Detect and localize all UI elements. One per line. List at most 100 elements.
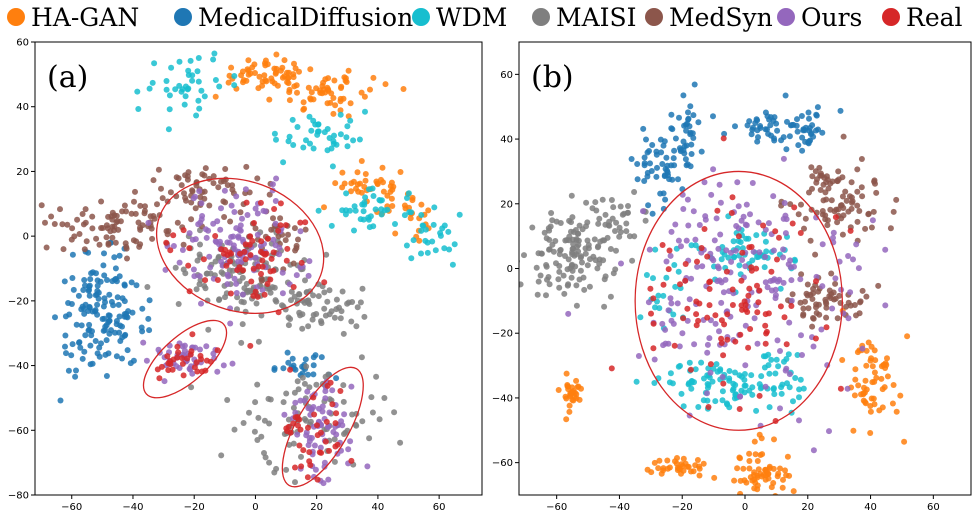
point (863, 293, 870, 300)
point (424, 249, 431, 256)
point (825, 185, 832, 192)
point (98, 198, 105, 205)
point (784, 118, 790, 125)
point (747, 326, 754, 332)
point (210, 220, 217, 227)
x-tick-label: 40 (864, 502, 877, 513)
point (331, 132, 337, 139)
point (297, 219, 304, 226)
point (167, 247, 174, 254)
point (794, 128, 801, 135)
point (446, 246, 453, 253)
point (668, 300, 675, 307)
point (780, 254, 786, 261)
point (300, 106, 307, 113)
point (872, 357, 879, 364)
point (258, 238, 265, 245)
point (82, 332, 89, 339)
point (237, 209, 244, 216)
point (763, 468, 770, 475)
point (314, 131, 321, 138)
point (671, 147, 678, 154)
point (382, 81, 389, 88)
point (813, 179, 820, 186)
point (777, 348, 783, 354)
point (324, 147, 331, 154)
point (715, 245, 722, 252)
point (676, 114, 682, 121)
point (749, 257, 756, 264)
point (109, 234, 116, 241)
point (832, 214, 839, 221)
point (814, 104, 821, 111)
point (270, 215, 276, 222)
point (285, 138, 292, 145)
point (322, 438, 329, 445)
point (224, 397, 231, 403)
point (671, 262, 678, 268)
point (128, 279, 135, 286)
point (180, 241, 187, 248)
point (651, 380, 658, 386)
point (353, 422, 360, 429)
point (266, 191, 273, 198)
point (86, 284, 93, 290)
point (430, 221, 437, 228)
legend: HA-GAN MedicalDiffusion WDM MAISI MedSyn… (7, 3, 963, 32)
point (749, 384, 756, 391)
point (354, 181, 361, 188)
point (68, 352, 75, 359)
point (290, 404, 297, 411)
point (695, 404, 702, 410)
point (139, 305, 146, 312)
point (782, 367, 789, 374)
point (771, 391, 778, 398)
point (94, 301, 101, 308)
point (300, 447, 307, 454)
point (616, 233, 623, 240)
point (250, 265, 257, 272)
point (432, 247, 439, 254)
point (248, 278, 255, 285)
point (191, 273, 198, 280)
point (267, 289, 274, 296)
point (214, 347, 221, 354)
point (194, 257, 201, 264)
point (286, 133, 293, 140)
point (790, 121, 797, 128)
point (789, 291, 796, 298)
point (252, 399, 259, 406)
point (687, 103, 694, 110)
point (203, 343, 210, 350)
point (124, 347, 131, 354)
point (818, 326, 825, 333)
point (103, 234, 110, 241)
point (214, 368, 221, 375)
point (145, 315, 152, 322)
point (637, 314, 644, 321)
point (546, 236, 553, 243)
point (305, 442, 312, 449)
point (285, 359, 292, 366)
x-tick-label: −60 (61, 502, 82, 513)
point (333, 431, 340, 438)
point (337, 131, 344, 138)
point (729, 286, 736, 293)
point (651, 459, 658, 466)
point (146, 297, 153, 304)
point (641, 154, 648, 161)
point (283, 390, 290, 397)
point (735, 225, 742, 232)
point (651, 356, 658, 363)
point (343, 190, 350, 197)
point (264, 281, 271, 287)
point (76, 231, 83, 237)
point (660, 467, 667, 474)
point (298, 453, 304, 460)
point (206, 253, 213, 260)
x-tick-label: −40 (122, 502, 143, 513)
point (187, 351, 194, 358)
point (762, 476, 769, 483)
point (273, 175, 280, 182)
point (591, 236, 598, 243)
